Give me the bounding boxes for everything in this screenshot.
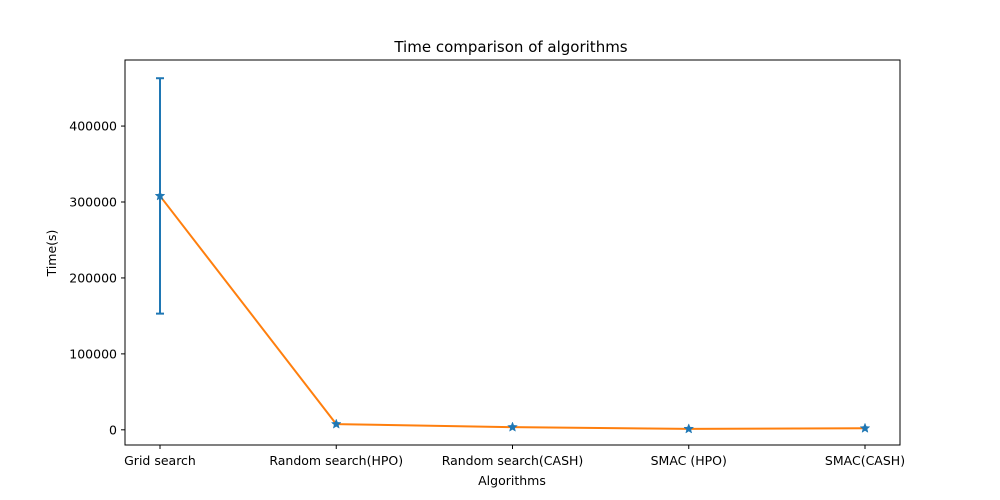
- data-point-star: [154, 190, 166, 201]
- y-tick-label: 300000: [69, 195, 117, 210]
- data-point-star: [859, 422, 871, 433]
- x-tick-label: SMAC (HPO): [651, 453, 727, 468]
- x-tick-label: Random search(HPO): [269, 453, 403, 468]
- y-axis-label: Time(s): [44, 230, 59, 278]
- chart-title: Time comparison of algorithms: [393, 38, 627, 56]
- x-tick-label: Grid search: [124, 453, 196, 468]
- y-tick-label: 100000: [69, 346, 117, 361]
- data-point-star: [683, 423, 695, 434]
- y-tick-label: 200000: [69, 270, 117, 285]
- y-axis: 0 100000 200000 300000 400000: [69, 119, 125, 437]
- x-tick-label: Random search(CASH): [442, 453, 584, 468]
- y-tick-label: 400000: [69, 119, 117, 134]
- data-point-star: [330, 418, 342, 429]
- y-tick-label: 0: [109, 422, 117, 437]
- x-axis-label: Algorithms: [478, 473, 546, 488]
- data-point-star: [507, 421, 518, 432]
- plot-area: [154, 77, 871, 434]
- x-tick-label: SMAC(CASH): [825, 453, 905, 468]
- x-axis: Grid search Random search(HPO) Random sear…: [124, 445, 905, 468]
